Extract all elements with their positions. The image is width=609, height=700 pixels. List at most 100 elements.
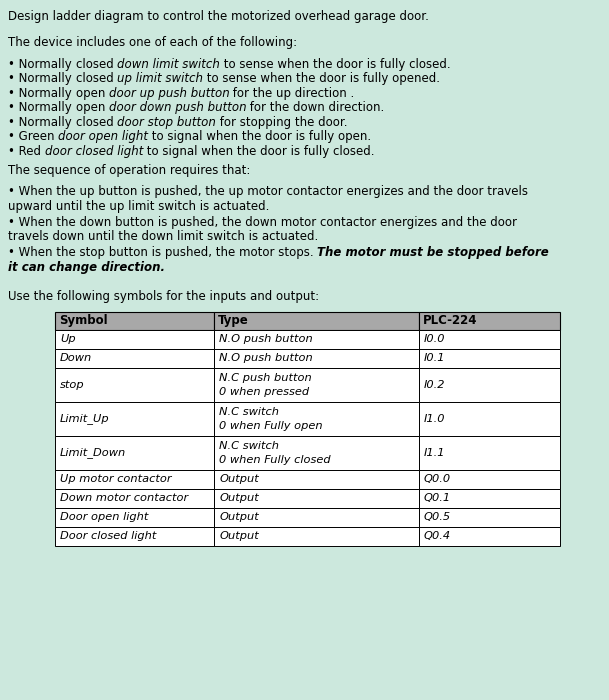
Text: • When the up button is pushed, the up motor contactor energizes and the door tr: • When the up button is pushed, the up m… xyxy=(8,186,528,199)
Text: Door open light: Door open light xyxy=(60,512,149,522)
Text: I0.2: I0.2 xyxy=(424,379,445,390)
Text: Limit_Down: Limit_Down xyxy=(60,447,126,458)
Text: to sense when the door is fully opened.: to sense when the door is fully opened. xyxy=(203,72,440,85)
Bar xyxy=(55,470,214,489)
Text: up limit switch: up limit switch xyxy=(117,72,203,85)
Text: The motor must be stopped before: The motor must be stopped before xyxy=(317,246,549,259)
Text: stop: stop xyxy=(60,379,85,390)
Bar xyxy=(214,489,418,508)
Text: for stopping the door.: for stopping the door. xyxy=(216,116,347,129)
Text: door up push button: door up push button xyxy=(108,87,230,100)
Text: PLC-224: PLC-224 xyxy=(423,314,477,327)
Text: Door closed light: Door closed light xyxy=(60,531,157,541)
Text: Output: Output xyxy=(219,512,259,522)
Text: closed: closed xyxy=(76,116,117,129)
Text: open: open xyxy=(76,102,108,114)
Text: for the up direction .: for the up direction . xyxy=(230,87,354,100)
Text: • Red: • Red xyxy=(8,145,44,158)
Text: N.O push button: N.O push button xyxy=(219,353,313,363)
Text: closed: closed xyxy=(76,58,117,71)
Text: closed: closed xyxy=(76,72,117,85)
Text: I1.0: I1.0 xyxy=(424,414,445,424)
Text: • Normally: • Normally xyxy=(8,58,76,71)
Bar xyxy=(418,470,560,489)
Text: I1.1: I1.1 xyxy=(424,447,445,458)
Text: N.C switch: N.C switch xyxy=(219,407,279,416)
Text: for the down direction.: for the down direction. xyxy=(246,102,384,114)
Text: it can change direction.: it can change direction. xyxy=(8,261,165,274)
Bar xyxy=(55,435,214,470)
Text: • Green: • Green xyxy=(8,130,58,143)
Bar xyxy=(418,508,560,526)
Text: Design ladder diagram to control the motorized overhead garage door.: Design ladder diagram to control the mot… xyxy=(8,10,429,23)
Bar xyxy=(214,526,418,545)
Bar xyxy=(55,402,214,435)
Text: to signal when the door is fully open.: to signal when the door is fully open. xyxy=(148,130,371,143)
Text: • Normally: • Normally xyxy=(8,116,76,129)
Bar xyxy=(418,435,560,470)
Text: I0.1: I0.1 xyxy=(424,353,445,363)
Bar xyxy=(55,330,214,349)
Text: Q0.5: Q0.5 xyxy=(424,512,451,522)
Text: Up motor contactor: Up motor contactor xyxy=(60,474,172,484)
Bar xyxy=(418,312,560,330)
Text: upward until the up limit switch is actuated.: upward until the up limit switch is actu… xyxy=(8,200,269,213)
Bar xyxy=(418,402,560,435)
Bar xyxy=(418,349,560,368)
Text: The sequence of operation requires that:: The sequence of operation requires that: xyxy=(8,164,250,176)
Bar xyxy=(214,508,418,526)
Text: Q0.4: Q0.4 xyxy=(424,531,451,541)
Text: travels down until the down limit switch is actuated.: travels down until the down limit switch… xyxy=(8,230,319,244)
Text: door stop button: door stop button xyxy=(117,116,216,129)
Text: • When the stop button is pushed, the motor stops.: • When the stop button is pushed, the mo… xyxy=(8,246,317,259)
Bar xyxy=(55,526,214,545)
Text: N.C push button: N.C push button xyxy=(219,372,312,383)
Text: The device includes one of each of the following:: The device includes one of each of the f… xyxy=(8,36,297,49)
Text: open: open xyxy=(76,87,108,100)
Bar xyxy=(55,312,214,330)
Bar xyxy=(55,508,214,526)
Bar xyxy=(418,330,560,349)
Text: to sense when the door is fully closed.: to sense when the door is fully closed. xyxy=(220,58,451,71)
Text: door open light: door open light xyxy=(58,130,148,143)
Text: Output: Output xyxy=(219,493,259,503)
Text: Up: Up xyxy=(60,334,76,344)
Bar xyxy=(214,349,418,368)
Text: 0 when Fully closed: 0 when Fully closed xyxy=(219,454,331,465)
Bar xyxy=(214,368,418,402)
Text: • When the down button is pushed, the down motor contactor energizes and the doo: • When the down button is pushed, the do… xyxy=(8,216,517,229)
Bar xyxy=(55,489,214,508)
Text: Output: Output xyxy=(219,474,259,484)
Text: I0.0: I0.0 xyxy=(424,334,445,344)
Text: Down: Down xyxy=(60,353,92,363)
Text: Down motor contactor: Down motor contactor xyxy=(60,493,188,503)
Text: 0 when pressed: 0 when pressed xyxy=(219,386,309,397)
Bar xyxy=(418,526,560,545)
Text: N.C switch: N.C switch xyxy=(219,440,279,451)
Text: door closed light: door closed light xyxy=(44,145,143,158)
Text: Q0.0: Q0.0 xyxy=(424,474,451,484)
Bar xyxy=(214,312,418,330)
Bar xyxy=(214,402,418,435)
Bar xyxy=(214,330,418,349)
Text: door down push button: door down push button xyxy=(108,102,246,114)
Bar xyxy=(214,470,418,489)
Text: Q0.1: Q0.1 xyxy=(424,493,451,503)
Bar xyxy=(418,368,560,402)
Text: Use the following symbols for the inputs and output:: Use the following symbols for the inputs… xyxy=(8,290,319,303)
Text: N.O push button: N.O push button xyxy=(219,334,313,344)
Text: Type: Type xyxy=(218,314,249,327)
Text: • Normally: • Normally xyxy=(8,72,76,85)
Text: • Normally: • Normally xyxy=(8,87,76,100)
Text: to signal when the door is fully closed.: to signal when the door is fully closed. xyxy=(143,145,375,158)
Text: Output: Output xyxy=(219,531,259,541)
Bar xyxy=(55,368,214,402)
Text: 0 when Fully open: 0 when Fully open xyxy=(219,421,323,430)
Text: Symbol: Symbol xyxy=(59,314,108,327)
Text: Limit_Up: Limit_Up xyxy=(60,413,110,424)
Bar xyxy=(55,349,214,368)
Text: down limit switch: down limit switch xyxy=(117,58,220,71)
Bar xyxy=(214,435,418,470)
Text: • Normally: • Normally xyxy=(8,102,76,114)
Bar xyxy=(418,489,560,508)
